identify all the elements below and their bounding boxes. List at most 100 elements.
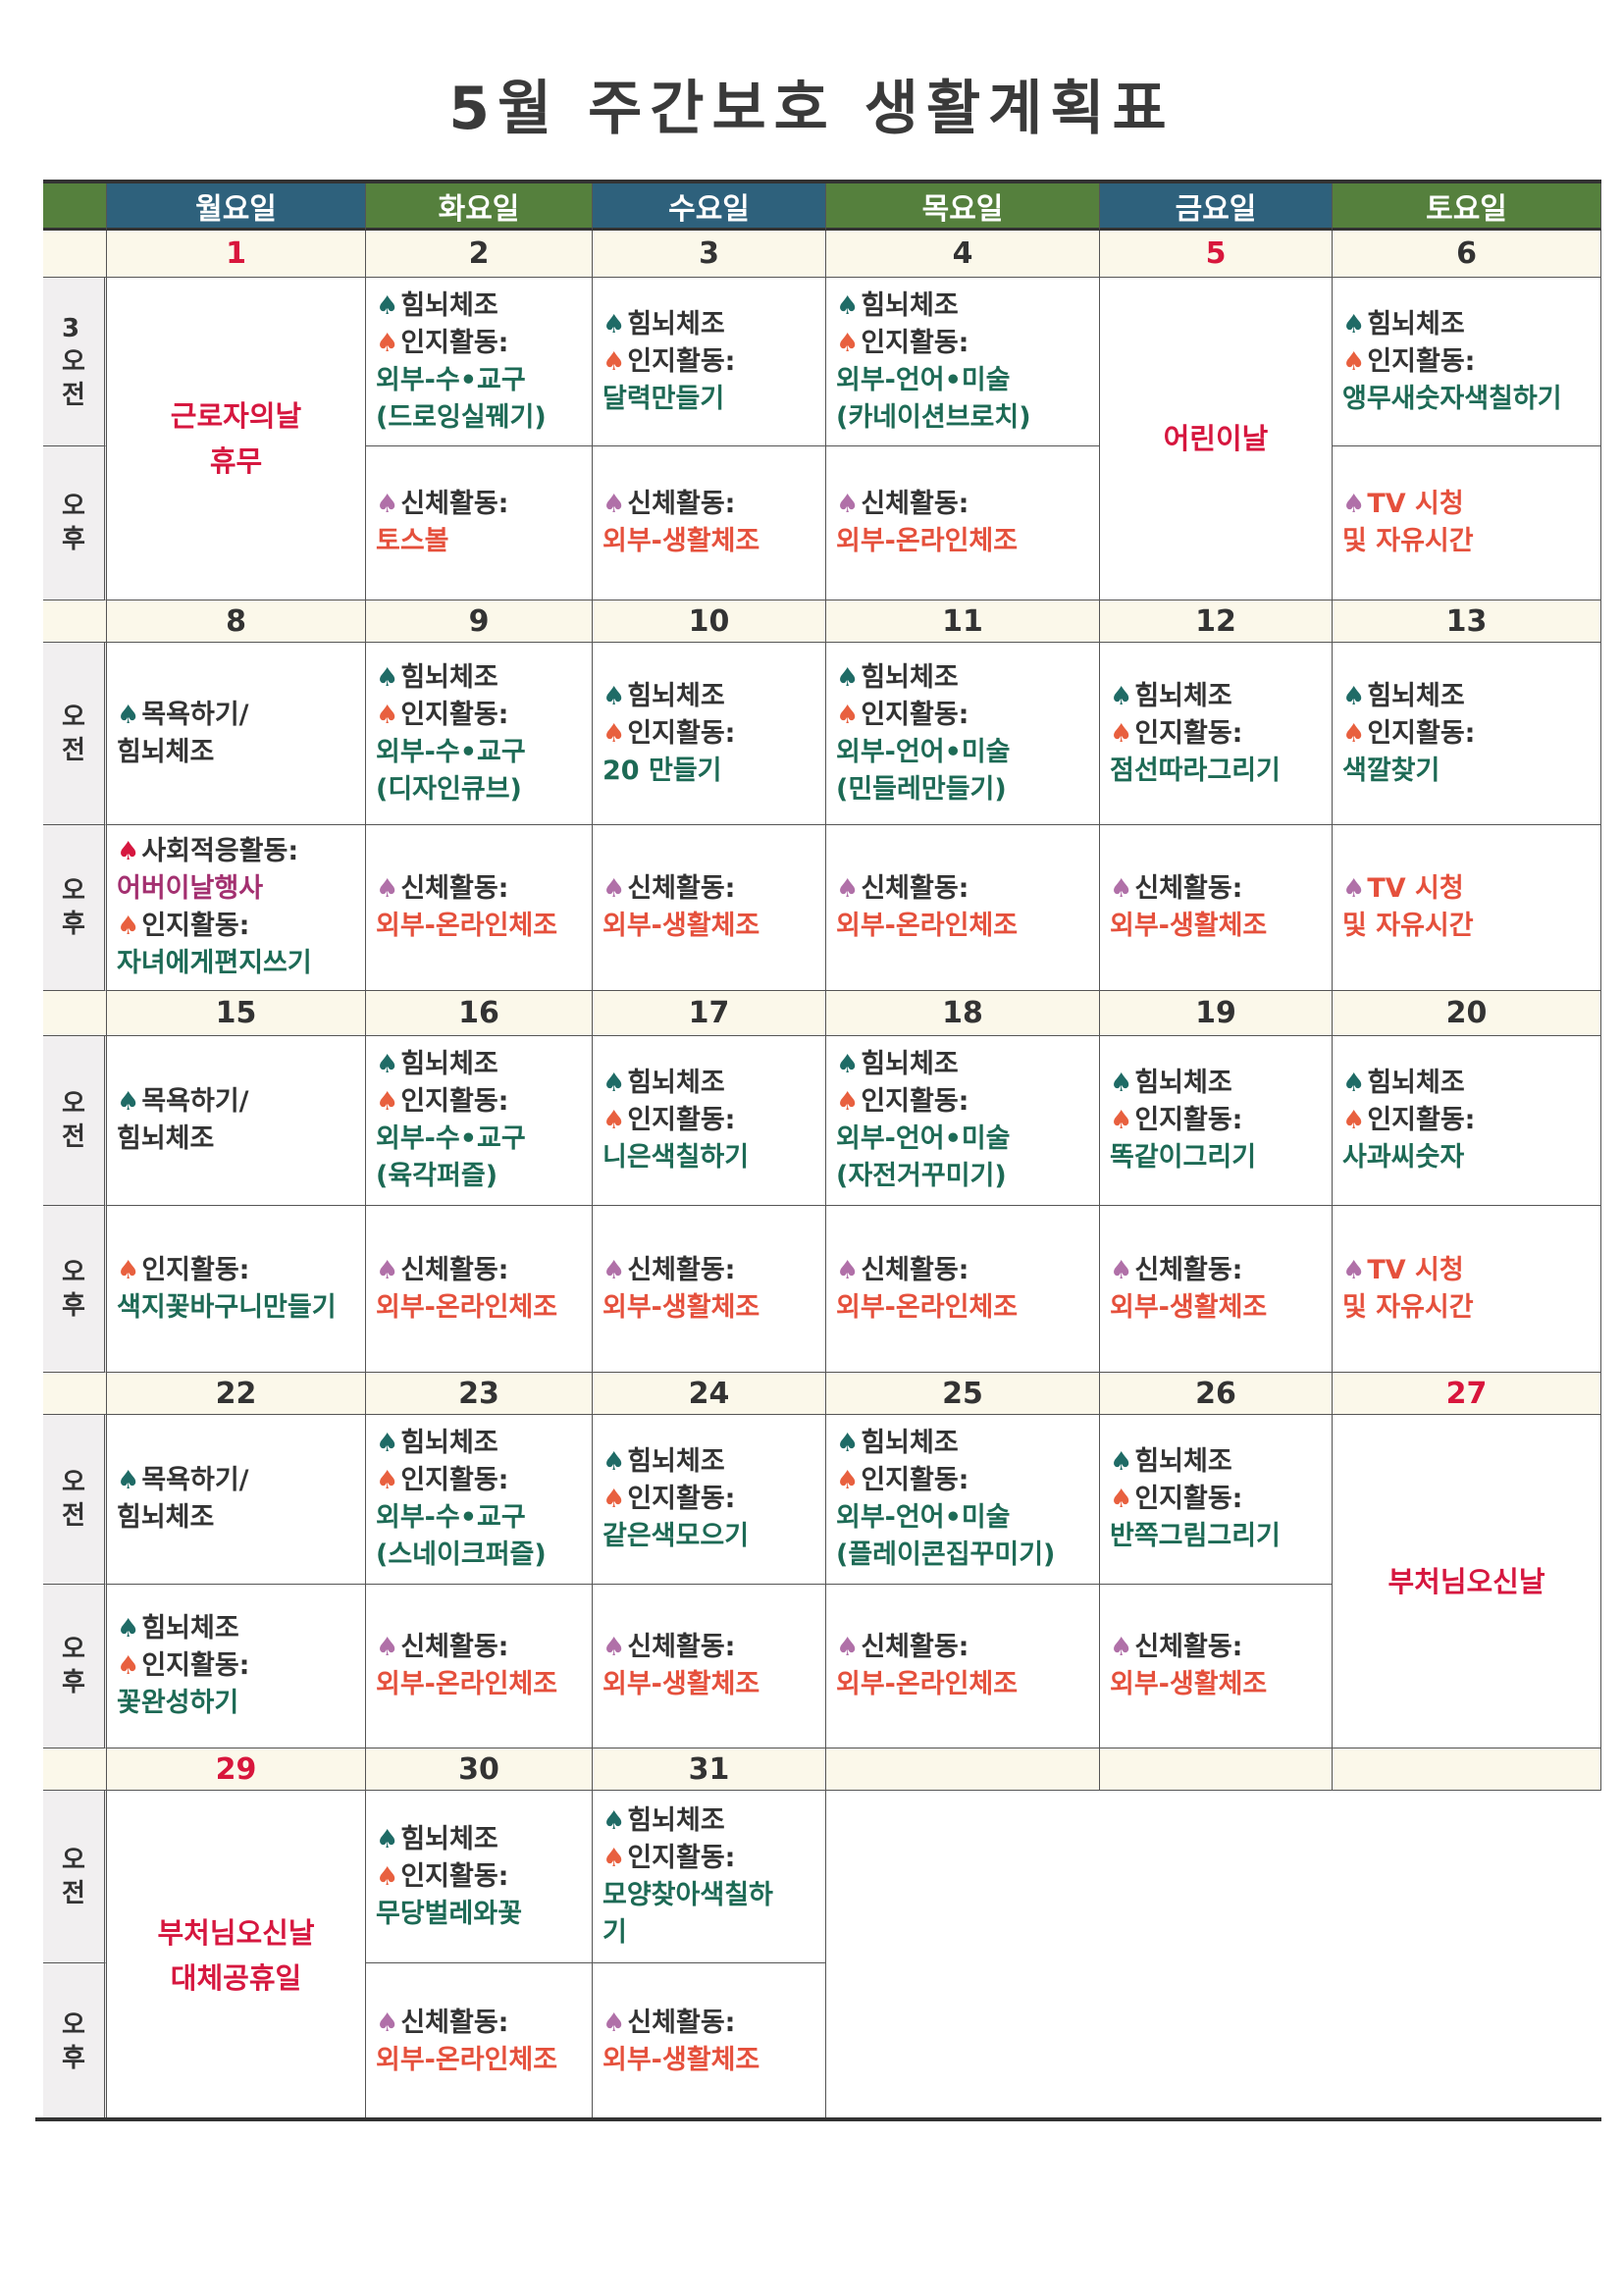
day-row-label [43,600,107,643]
activity-line: ♠인지활동: [376,325,582,362]
am-activity-cell: ♠힘뇌체조 ♠인지활동: 점선따라그리기 [1100,643,1333,825]
spade-icon: ♠ [602,1255,626,1285]
activity-line: 외부-온라인체조 [836,1289,1089,1327]
activity-text: TV 시청 [1367,873,1464,904]
spade-icon: ♠ [117,1651,140,1681]
activity-text: 외부-온라인체조 [836,1291,1019,1323]
activity-text: 외부-생활체조 [602,526,760,556]
activity-text: 인지활동: [400,1860,509,1892]
activity-line: ♠힘뇌체조 [376,659,582,697]
weekday-label: 수요일 [668,191,750,227]
am-label: 오 전 [43,1415,107,1585]
am-activity-cell: ♠힘뇌체조 ♠인지활동: 외부-수•교구 (스네이크퍼즐) [366,1415,593,1585]
activity-line: ♠인지활동: [117,908,355,945]
activity-line: 외부-생활체조 [602,1666,815,1703]
pm-activity-cell: ♠신체활동: 외부-생활체조 [593,1585,826,1748]
activity-text: 힘뇌체조 [117,1123,215,1154]
activity-text: 외부-온라인체조 [376,911,558,941]
weekday-label: 월요일 [195,191,277,227]
spade-icon: ♠ [602,309,626,339]
activity-text: 인지활동: [400,699,509,730]
activity-text: 신체활동: [627,2008,736,2038]
day-number: 27 [1333,1373,1601,1415]
holiday-text: 어린이날 [1163,422,1269,455]
activity-text: 외부-수•교구 [376,364,526,395]
spade-icon: ♠ [1110,1069,1133,1098]
day-number: 16 [366,991,593,1036]
activity-line: ♠신체활동: [376,2005,582,2042]
pm-activity-cell: ♠신체활동: 외부-온라인체조 [366,1585,593,1748]
activity-text: (자전거꾸미기) [836,1161,1007,1191]
spade-icon: ♠ [1110,1485,1133,1514]
pm-activity-cell: ♠신체활동: 외부-온라인체조 [826,446,1100,600]
spade-icon: ♠ [1342,1069,1366,1098]
spade-icon: ♠ [117,1087,140,1117]
weekday-label: 목요일 [921,191,1004,227]
activity-line: ♠신체활동: [836,486,1089,523]
am-activity-cell: ♠힘뇌체조 ♠인지활동: 사과씨숫자 [1333,1036,1601,1206]
day-number [1100,1748,1333,1791]
activity-text: 인지활동: [627,345,736,377]
am-activity-cell: ♠힘뇌체조 ♠인지활동: 외부-언어•미술 (카네이션브로치) [826,278,1100,446]
activity-text: 어버이날행사 [117,873,264,904]
activity-line: 힘뇌체조 [117,1121,355,1158]
activity-text: 인지활동: [1134,717,1243,749]
activity-line: ♠신체활동: [602,1629,815,1666]
day-number: 22 [107,1373,366,1415]
day-number: 1 [107,231,366,278]
activity-line: ♠신체활동: [602,2005,815,2042]
activity-text: 신체활동: [627,1254,736,1285]
activity-line: 외부-생활체조 [602,1289,815,1327]
day-number: 5 [1100,231,1333,278]
spade-icon: ♠ [376,1633,399,1662]
activity-text: 목욕하기/ [141,699,249,730]
activity-text: 외부-수•교구 [376,1502,526,1533]
activity-line: ♠인지활동: [602,1102,815,1139]
activity-line: ♠신체활동: [1110,1252,1322,1289]
pm-activity-cell: ♠신체활동: 외부-생활체조 [593,1206,826,1373]
day-number: 13 [1333,600,1601,643]
holiday-text: 대체공휴일 [170,1961,302,1995]
holiday-cell: 어린이날 [1100,278,1333,600]
pm-activity-cell: ♠힘뇌체조 ♠인지활동: 꽃완성하기 [107,1585,366,1748]
activity-line: ♠힘뇌체조 [1342,1065,1591,1102]
spade-icon: ♠ [376,490,399,519]
spade-icon: ♠ [1110,718,1133,749]
activity-line: (카네이션브로치) [836,399,1089,437]
day-number: 25 [826,1373,1100,1415]
activity-text: 외부-언어•미술 [836,364,1011,395]
activity-line: ♠인지활동: [376,697,582,734]
pm-label: 오 후 [43,446,107,600]
activity-line: 외부-온라인체조 [376,2042,582,2079]
am-activity-cell: ♠힘뇌체조 ♠인지활동: 니은색칠하기 [593,1036,826,1206]
activity-text: 외부-생활체조 [602,1669,760,1699]
spade-icon: ♠ [602,718,626,749]
spade-icon: ♠ [1342,718,1366,749]
activity-text: 외부-수•교구 [376,1123,526,1154]
activity-line: 외부-생활체조 [1110,908,1322,945]
activity-text: 앵무새숫자색칠하기 [1342,383,1562,414]
activity-text: 신체활동: [627,873,736,904]
activity-line: 외부-언어•미술 [836,1499,1089,1537]
activity-line: 어버이날행사 [117,870,355,908]
activity-line: ♠힘뇌체조 [602,1065,815,1102]
activity-line: ♠목욕하기/ [117,1083,355,1121]
activity-text: TV 시청 [1367,489,1464,519]
spade-icon: ♠ [376,2009,399,2038]
am-activity-cell: ♠목욕하기/힘뇌체조 [107,643,366,825]
day-number: 10 [593,600,826,643]
pm-activity-cell: ♠TV 시청 및 자유시간 [1333,825,1601,991]
pm-activity-cell: ♠TV 시청 및 자유시간 [1333,446,1601,600]
activity-line: 외부-수•교구 [376,1121,582,1158]
activity-text: 목욕하기/ [141,1086,249,1117]
activity-text: 외부-온라인체조 [836,911,1019,941]
activity-text: 외부-생활체조 [1110,911,1268,941]
spade-icon: ♠ [376,874,399,904]
am-activity-cell: ♠힘뇌체조 ♠인지활동: 색깔찾기 [1333,643,1601,825]
holiday-cell: 근로자의날 휴무 [107,278,366,600]
activity-text: 인지활동: [861,699,969,730]
activity-text: 신체활동: [861,489,969,519]
pm-activity-cell: ♠신체활동: 외부-온라인체조 [366,825,593,991]
day-number: 8 [107,600,366,643]
activity-line: (민들레만들기) [836,771,1089,809]
